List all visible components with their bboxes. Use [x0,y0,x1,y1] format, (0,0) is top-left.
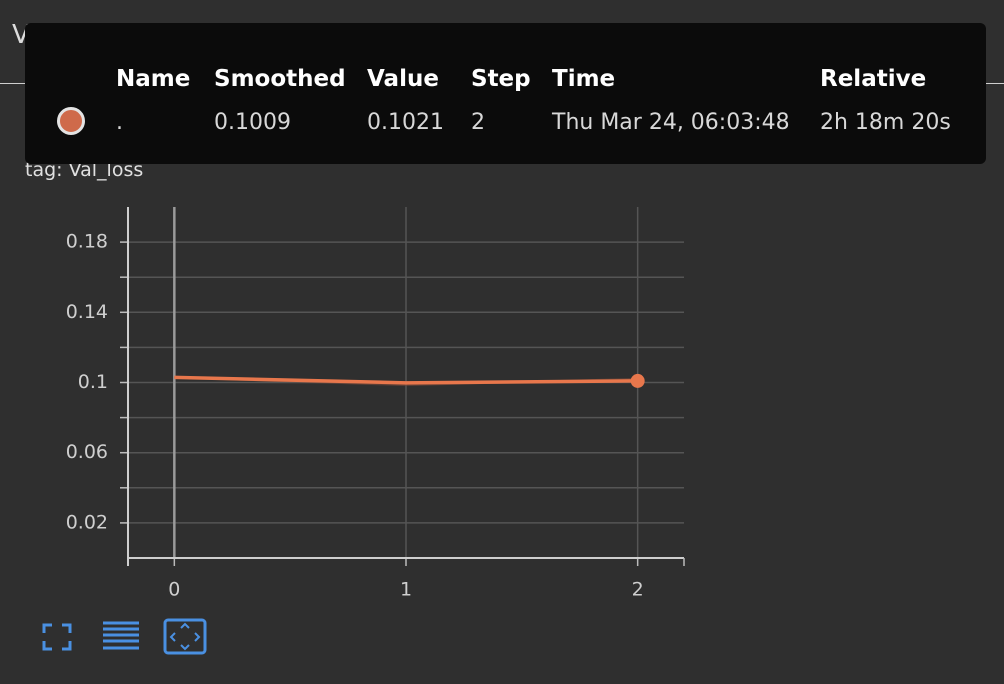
series-swatch [57,107,85,135]
y-tick-label: 0.02 [66,511,108,533]
data-table-icon[interactable] [103,621,139,650]
hover-point [630,373,645,388]
y-tick-label: 0.14 [66,301,108,323]
tooltip-cell: 2 [471,110,485,135]
card-subtitle: tag: Val_loss [25,159,144,181]
x-tick-label: 0 [168,579,180,601]
fullscreen-icon[interactable] [42,623,72,651]
tooltip-cell: Thu Mar 24, 06:03:48 [552,110,790,135]
fit-domain-icon[interactable] [163,618,207,655]
tooltip-cell: 2h 18m 20s [820,110,951,135]
tooltip-header: Relative [820,66,927,92]
y-tick-label: 0.1 [78,371,108,393]
tooltip-header: Value [367,66,439,92]
tooltip-cell: 0.1021 [367,110,444,135]
y-tick-label: 0.18 [66,231,108,253]
tooltip [25,23,986,164]
tooltip-header: Step [471,66,531,92]
smoothed-line [174,375,638,385]
x-tick-label: 2 [632,579,644,601]
tooltip-header: Time [552,66,616,92]
tooltip-header: Smoothed [214,66,346,92]
tooltip-header: Name [116,66,191,92]
y-tick-label: 0.06 [66,441,108,463]
tooltip-cell: 0.1009 [214,110,291,135]
tooltip-cell: . [116,110,123,135]
x-tick-label: 1 [400,579,412,601]
toolbar [42,618,207,655]
